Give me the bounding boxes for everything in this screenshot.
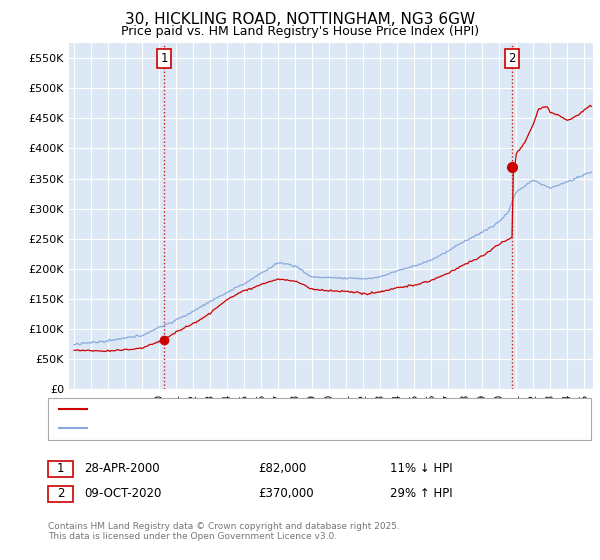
Text: 09-OCT-2020: 09-OCT-2020 — [84, 487, 161, 501]
Text: 2: 2 — [57, 487, 64, 501]
Text: HPI: Average price, detached house, Gedling: HPI: Average price, detached house, Gedl… — [93, 423, 326, 433]
Text: 30, HICKLING ROAD, NOTTINGHAM, NG3 6GW: 30, HICKLING ROAD, NOTTINGHAM, NG3 6GW — [125, 12, 475, 27]
Text: 1: 1 — [57, 462, 64, 475]
Text: Contains HM Land Registry data © Crown copyright and database right 2025.
This d: Contains HM Land Registry data © Crown c… — [48, 522, 400, 542]
Text: 30, HICKLING ROAD, NOTTINGHAM, NG3 6GW (detached house): 30, HICKLING ROAD, NOTTINGHAM, NG3 6GW (… — [93, 404, 426, 414]
Text: £370,000: £370,000 — [258, 487, 314, 501]
Text: 2: 2 — [509, 52, 516, 65]
Text: 29% ↑ HPI: 29% ↑ HPI — [390, 487, 452, 501]
Text: £82,000: £82,000 — [258, 462, 306, 475]
Text: 11% ↓ HPI: 11% ↓ HPI — [390, 462, 452, 475]
Text: 1: 1 — [160, 52, 168, 65]
Text: 28-APR-2000: 28-APR-2000 — [84, 462, 160, 475]
Text: Price paid vs. HM Land Registry's House Price Index (HPI): Price paid vs. HM Land Registry's House … — [121, 25, 479, 38]
